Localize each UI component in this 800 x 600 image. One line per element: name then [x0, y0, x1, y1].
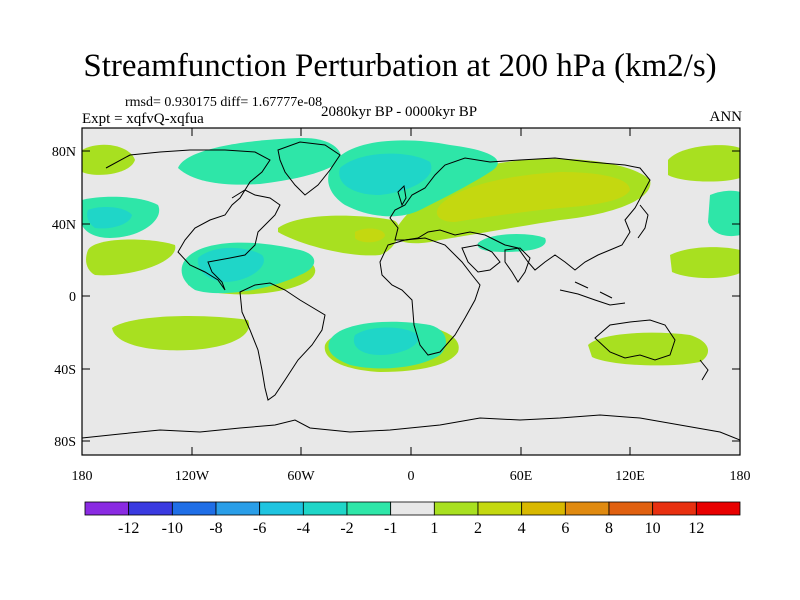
coast-arabia	[461, 244, 501, 273]
colorbar-swatch	[302, 501, 348, 516]
cb-label: -2	[340, 520, 353, 537]
colorbar-swatch	[84, 501, 130, 516]
field-pacific-east-low	[708, 190, 740, 237]
colorbar-swatch	[521, 501, 566, 516]
field-tropics-pacific-west	[86, 239, 176, 276]
colorbar-swatch	[346, 501, 392, 516]
lon-label-60w: 60W	[287, 469, 315, 484]
lat-label-80s: 80S	[54, 435, 76, 450]
cb-label: 1	[430, 520, 438, 537]
field-tropic-core	[197, 247, 264, 282]
field-eurasia-max	[436, 172, 630, 222]
field-north-pacific-east	[82, 144, 135, 175]
season-label: ANN	[709, 109, 743, 125]
stats-line: rmsd= 0.930175 diff= 1.67777e-08	[125, 95, 323, 110]
lon-label-0: 0	[408, 469, 415, 484]
lon-label-60e: 60E	[510, 469, 533, 484]
field-west-pacific-east	[670, 247, 740, 279]
lat-label-40s: 40S	[54, 363, 76, 378]
cb-label: 10	[645, 520, 661, 537]
coast-uk	[397, 184, 407, 207]
cb-label: -8	[209, 520, 222, 537]
lon-label-120e: 120E	[615, 469, 645, 484]
lon-ticks	[191, 128, 631, 455]
field-south-atlantic-core	[353, 327, 419, 355]
lat-ticks	[82, 150, 740, 442]
coast-new-zealand	[699, 359, 709, 381]
cb-label: 2	[474, 520, 482, 537]
coast-eurasia	[389, 157, 651, 271]
coast-antarctica	[82, 414, 740, 441]
lon-label-180e: 180	[730, 469, 751, 484]
colorbar-swatch	[652, 501, 697, 516]
field-central-pacific-south	[112, 316, 250, 351]
cb-label: -4	[297, 520, 310, 537]
cb-label: -12	[118, 520, 139, 537]
lat-label-0: 0	[69, 290, 76, 305]
coast-greenland	[277, 141, 341, 196]
field-atlantic-max	[355, 228, 385, 243]
field-greenland-core	[339, 153, 432, 195]
field-mid-atlantic	[278, 215, 400, 256]
coast-africa	[379, 237, 481, 356]
cb-label: 12	[688, 520, 704, 537]
colorbar-swatch	[390, 501, 435, 516]
cb-label: 8	[605, 520, 613, 537]
coast-australia	[594, 319, 676, 361]
coast-south-america	[239, 282, 326, 401]
cb-label: 4	[518, 520, 526, 537]
colorbar-swatch	[477, 501, 523, 516]
colorbar-labels: -12 -10 -8 -6 -4 -2 -1 1 2 4 6 8 10 12	[118, 520, 704, 537]
field-arabia-low	[477, 233, 546, 252]
lon-label-180w: 180	[72, 469, 93, 484]
cb-label: -6	[253, 520, 266, 537]
experiment-label: Expt = xqfvQ-xqfua	[82, 111, 204, 127]
lon-label-120w: 120W	[175, 469, 210, 484]
colorbar-swatch	[433, 501, 479, 516]
coast-indonesia	[559, 281, 626, 306]
colorbar	[84, 501, 741, 516]
colorbar-swatch	[171, 501, 217, 516]
coastlines	[82, 141, 740, 441]
colorbar-swatch	[215, 501, 261, 516]
cb-label: -10	[162, 520, 183, 537]
lat-label-80n: 80N	[52, 145, 76, 160]
coast-north-america	[105, 149, 281, 291]
plot-title: Streamfunction Perturbation at 200 hPa (…	[83, 48, 717, 84]
colorbar-swatch	[259, 501, 304, 516]
colorbar-swatch	[695, 501, 741, 516]
contour-fields	[82, 137, 740, 372]
coast-japan	[637, 204, 649, 239]
field-australia	[588, 332, 709, 366]
period-label: 2080kyr BP - 0000kyr BP	[321, 104, 478, 120]
field-north-pacific-core	[87, 207, 132, 229]
cb-label: -1	[384, 520, 397, 537]
cb-label: 6	[561, 520, 569, 537]
lat-label-40n: 40N	[52, 218, 76, 233]
field-north-pacific-west	[668, 145, 740, 182]
coast-india	[504, 247, 531, 283]
colorbar-swatch	[608, 501, 654, 516]
colorbar-swatch	[564, 501, 610, 516]
colorbar-swatch	[128, 501, 173, 516]
